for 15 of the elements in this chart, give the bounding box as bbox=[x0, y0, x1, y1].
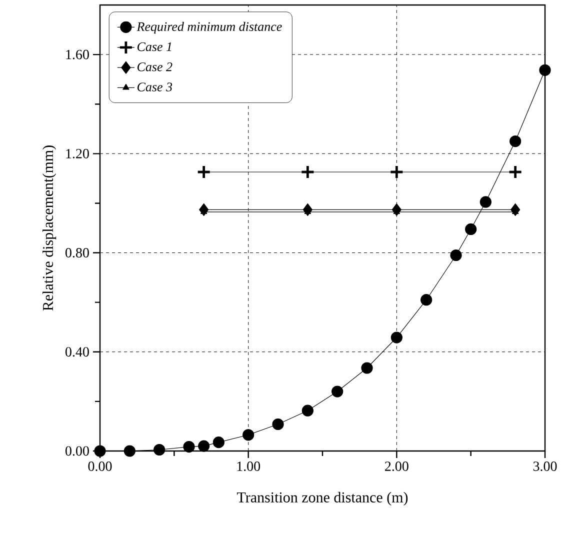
legend-label: Case 3 bbox=[137, 82, 172, 92]
x-tick-label: 3.00 bbox=[533, 462, 557, 472]
x-axis-title: Transition zone distance (m) bbox=[237, 492, 408, 506]
legend-label: Required minimum distance bbox=[136, 22, 282, 34]
y-tick-label: 0.00 bbox=[66, 446, 89, 456]
y-tick-label: 1.20 bbox=[66, 148, 89, 158]
x-tick-label: 1.00 bbox=[237, 462, 260, 472]
y-axis-title: Relative displacement(mm) bbox=[42, 146, 56, 311]
y-tick-label: 1.60 bbox=[66, 50, 89, 60]
y-tick-label: 0.40 bbox=[66, 347, 89, 357]
x-tick-label: 0.00 bbox=[88, 462, 112, 472]
legend-label: Case 1 bbox=[137, 42, 172, 52]
legend-label: Case 2 bbox=[137, 62, 172, 72]
y-tick-label: 0.80 bbox=[66, 248, 89, 258]
x-tick-label: 2.00 bbox=[385, 462, 408, 472]
